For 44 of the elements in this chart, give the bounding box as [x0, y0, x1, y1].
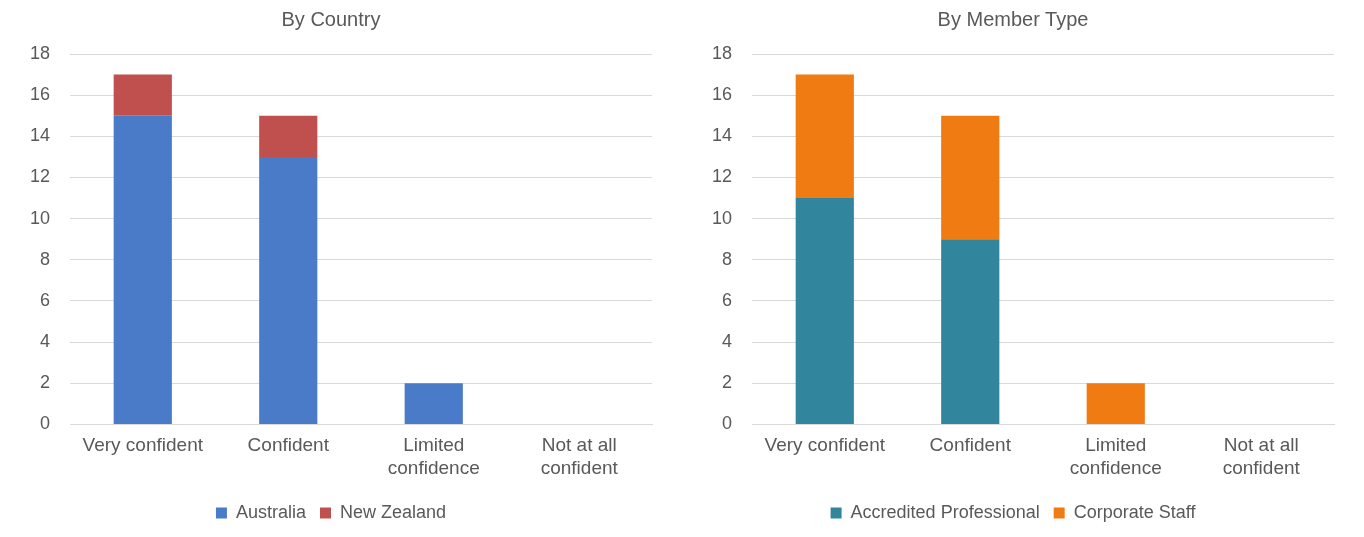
bar: [404, 383, 463, 424]
x-tick-label: Confident: [247, 434, 330, 456]
bar: [113, 74, 172, 116]
chart-title: By Country: [281, 7, 381, 30]
y-tick-label: 16: [29, 84, 51, 105]
y-tick-label: 10: [29, 207, 51, 228]
x-tick-label: Not at all confident: [1222, 434, 1301, 478]
legend-label: Accredited Professional: [850, 501, 1040, 522]
y-tick-label: 4: [40, 331, 51, 352]
y-tick-label: 14: [711, 125, 733, 146]
x-tick-label: Not at all confident: [540, 434, 619, 478]
x-tick-label: Very confident: [764, 434, 886, 456]
y-tick-label: 6: [40, 289, 51, 310]
bar: [113, 115, 172, 424]
y-tick-label: 8: [40, 248, 51, 269]
y-tick-label: 12: [711, 166, 733, 187]
bar: [941, 239, 1000, 424]
y-tick-label: 18: [29, 42, 51, 63]
legend-label: New Zealand: [339, 501, 447, 522]
y-tick-label: 18: [711, 42, 733, 63]
x-tick-label: Very confident: [82, 434, 204, 456]
y-tick-label: 12: [29, 166, 51, 187]
bar: [941, 115, 1000, 240]
y-tick-label: 10: [711, 207, 733, 228]
chart-title: By Member Type: [937, 7, 1089, 30]
y-tick-label: 2: [722, 372, 733, 393]
legend-label: Corporate Staff: [1073, 501, 1197, 522]
y-tick-label: 8: [722, 248, 733, 269]
y-tick-label: 16: [711, 84, 733, 105]
y-tick-label: 0: [722, 413, 733, 434]
x-tick-label: Limited confidence: [387, 434, 480, 478]
bar: [259, 156, 318, 424]
y-tick-label: 4: [722, 331, 733, 352]
bar: [259, 115, 318, 157]
y-tick-label: 14: [29, 125, 51, 146]
y-tick-label: 2: [40, 372, 51, 393]
y-tick-label: 0: [40, 413, 51, 434]
x-tick-label: Limited confidence: [1069, 434, 1162, 478]
x-tick-label: Confident: [929, 434, 1012, 456]
bar: [795, 198, 854, 424]
bar: [795, 74, 854, 199]
y-tick-label: 6: [722, 289, 733, 310]
legend-label: Australia: [235, 501, 307, 522]
bar: [1086, 383, 1145, 424]
